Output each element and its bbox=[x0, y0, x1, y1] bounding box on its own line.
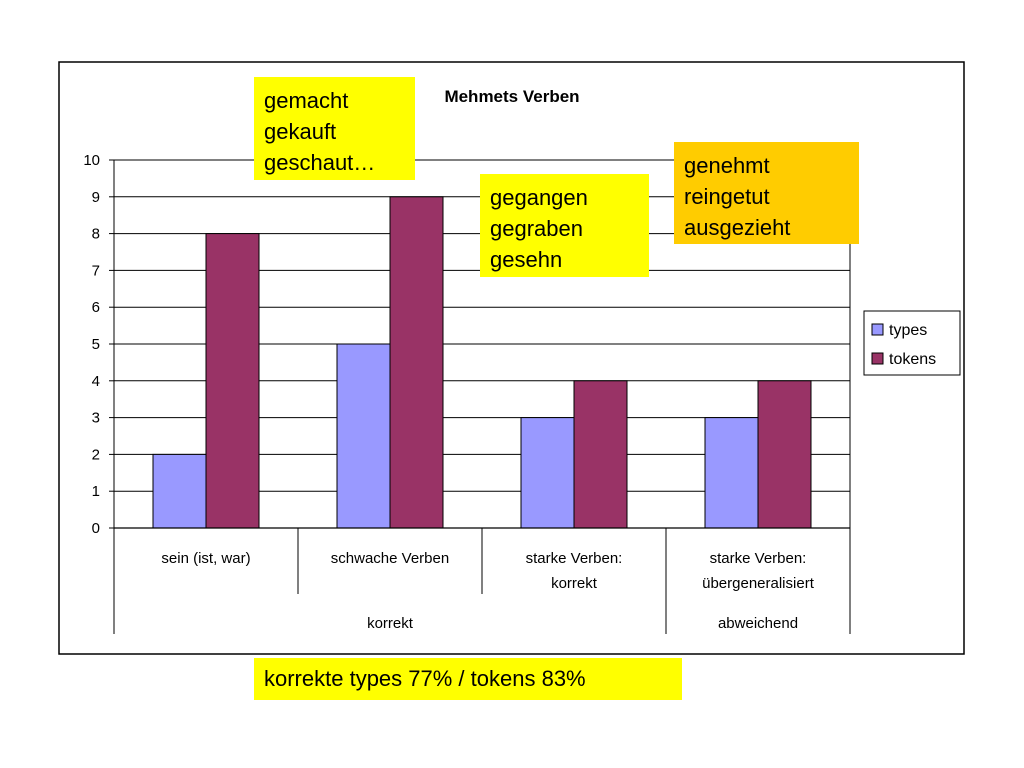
annotation-line: ausgezieht bbox=[684, 215, 791, 240]
bar-tokens bbox=[573, 380, 628, 529]
x-group-label: korrekt bbox=[367, 615, 414, 632]
annotation-line: gemacht bbox=[264, 88, 349, 113]
y-tick-label: 5 bbox=[92, 336, 100, 353]
legend-swatch bbox=[871, 352, 884, 365]
y-tick-label: 6 bbox=[92, 299, 100, 316]
x-category-label: sein (ist, war) bbox=[161, 550, 250, 567]
x-group-label: abweichend bbox=[718, 615, 798, 632]
bar-types bbox=[152, 453, 207, 529]
axes: 0 1 2 3 4 5 6 7 8 9 10 sein (ist, war) schwache Verb… bbox=[83, 152, 851, 634]
annotation-line: gesehn bbox=[490, 247, 563, 272]
summary-box: korrekte types 77% / tokens 83% bbox=[254, 658, 682, 700]
y-tick-label: 4 bbox=[92, 373, 100, 390]
legend-label: types bbox=[889, 322, 927, 339]
y-tick-label: 7 bbox=[92, 262, 100, 279]
legend-swatch bbox=[871, 323, 884, 336]
annotation-line: genehmt bbox=[684, 153, 770, 178]
y-tick-label: 8 bbox=[92, 226, 100, 243]
summary-text: korrekte types 77% / tokens 83% bbox=[264, 666, 586, 691]
legend-label: tokens bbox=[889, 351, 936, 368]
annotation-line: geschaut… bbox=[264, 150, 376, 175]
bar-tokens bbox=[389, 196, 444, 529]
y-tick-label: 2 bbox=[92, 446, 100, 463]
x-category-label: korrekt bbox=[551, 575, 598, 592]
y-tick-label: 3 bbox=[92, 410, 100, 427]
y-tick-label: 10 bbox=[83, 152, 100, 169]
bar-types bbox=[520, 417, 575, 529]
annotation-line: gegangen bbox=[490, 185, 588, 210]
x-category-label: starke Verben: bbox=[526, 550, 623, 567]
x-category-label: schwache Verben bbox=[331, 550, 449, 567]
annotation-line: reingetut bbox=[684, 184, 770, 209]
y-tick-label: 0 bbox=[92, 520, 100, 537]
annotation-box-3: genehmt reingetut ausgezieht bbox=[674, 142, 859, 244]
x-category-label: starke Verben: bbox=[710, 550, 807, 567]
bar-tokens bbox=[757, 380, 812, 529]
y-tick-label: 9 bbox=[92, 189, 100, 206]
bar-types bbox=[704, 417, 759, 529]
annotation-box-1: gemacht gekauft geschaut… bbox=[254, 77, 415, 180]
chart-title: Mehmets Verben bbox=[444, 87, 579, 106]
bar-types bbox=[336, 343, 391, 529]
x-category-label: übergeneralisiert bbox=[702, 575, 815, 592]
annotation-box-2: gegangen gegraben gesehn bbox=[480, 174, 649, 277]
y-tick-label: 1 bbox=[92, 483, 100, 500]
bar-tokens bbox=[205, 233, 260, 529]
annotation-line: gekauft bbox=[264, 119, 337, 144]
legend: types tokens bbox=[863, 310, 961, 376]
annotation-line: gegraben bbox=[490, 216, 583, 241]
